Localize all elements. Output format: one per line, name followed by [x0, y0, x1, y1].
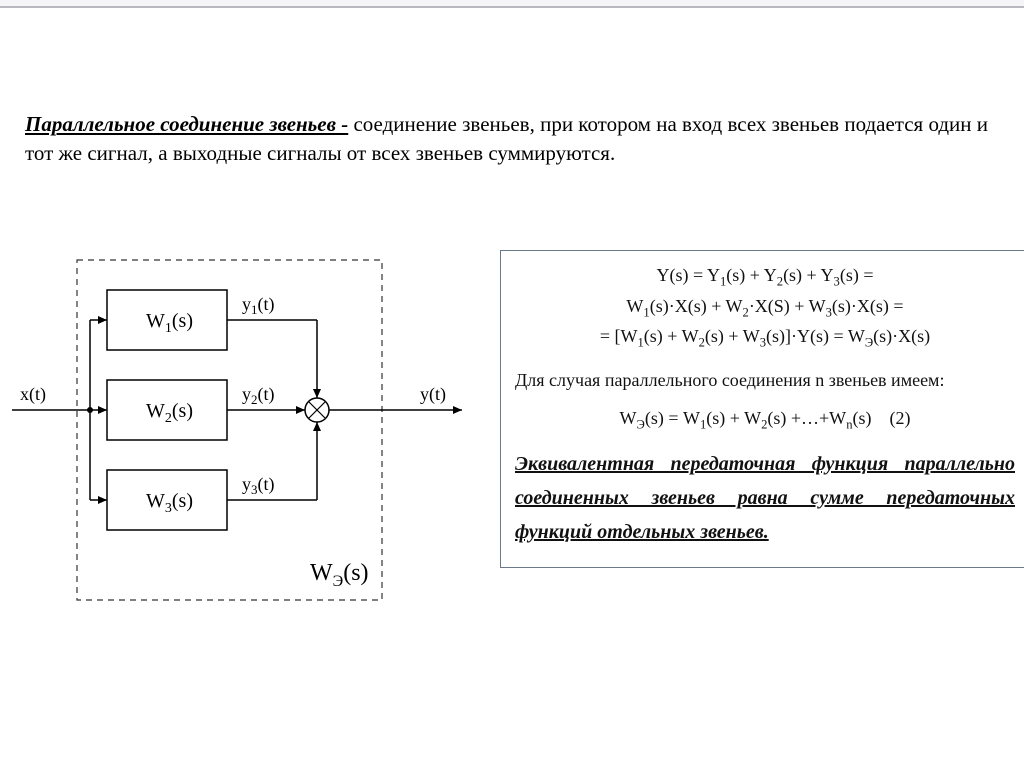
branch3-arrow-icon	[98, 496, 107, 504]
t: (s) +…+W	[767, 408, 846, 428]
eq-line-2: W1(s)·X(s) + W2·X(S) + W3(s)·X(s) =	[515, 292, 1015, 323]
t: (s) =	[840, 265, 874, 285]
intro-paragraph: Параллельное соединение звеньев - соедин…	[25, 110, 999, 169]
t: W	[620, 408, 637, 428]
t: (s) = W	[645, 408, 700, 428]
formula-box: Y(s) = Y1(s) + Y2(s) + Y3(s) = W1(s)·X(s…	[500, 250, 1024, 568]
t: (s) + W	[705, 326, 760, 346]
block-diagram: x(t) W1(s) y1(t) W2(s) y2(t) W3(s) y3(t)…	[12, 250, 472, 620]
t: (s)·X(s) + W	[650, 296, 743, 316]
out2-arrow-icon	[296, 406, 305, 414]
t: (s) + Y	[783, 265, 833, 285]
block-2	[107, 380, 227, 440]
input-arrow-icon	[98, 406, 107, 414]
eq-line-3: = [W1(s) + W2(s) + W3(s)]·Y(s) = WЭ(s)·X…	[515, 322, 1015, 353]
out3-label: y3(t)	[242, 474, 275, 497]
output-arrow-icon	[453, 406, 462, 414]
conclusion-text: Эквивалентная передаточная функция парал…	[515, 447, 1015, 549]
equiv-label: WЭ(s)	[310, 560, 369, 590]
out1-label: y1(t)	[242, 294, 275, 317]
branch1-arrow-icon	[98, 316, 107, 324]
t: (s)	[852, 408, 871, 428]
t: (s)·X(s) =	[832, 296, 904, 316]
eq-number: (2)	[889, 408, 910, 428]
input-label: x(t)	[20, 384, 46, 405]
t: (s) + Y	[726, 265, 776, 285]
output-label: y(t)	[420, 384, 446, 405]
intro-lead: Параллельное соединение звеньев -	[25, 112, 348, 136]
t: Y(s) = Y	[657, 265, 720, 285]
t: (s) + W	[644, 326, 699, 346]
out3-arrow-icon	[313, 422, 321, 431]
out2-label: y2(t)	[242, 384, 275, 407]
t: W	[626, 296, 643, 316]
t: (s)]·Y(s) = W	[766, 326, 865, 346]
slide-top-border	[0, 0, 1024, 8]
t: (s) + W	[706, 408, 761, 428]
block-3	[107, 470, 227, 530]
out1-arrow-icon	[313, 389, 321, 398]
t: ·X(S) + W	[749, 296, 826, 316]
eq-line-1: Y(s) = Y1(s) + Y2(s) + Y3(s) =	[515, 261, 1015, 292]
block-1	[107, 290, 227, 350]
mid-text: Для случая параллельного соединения n зв…	[515, 367, 1015, 394]
eq-2: WЭ(s) = W1(s) + W2(s) +…+Wn(s) (2)	[515, 408, 1015, 433]
t: (s)·X(s)	[873, 326, 930, 346]
t: = [W	[600, 326, 638, 346]
